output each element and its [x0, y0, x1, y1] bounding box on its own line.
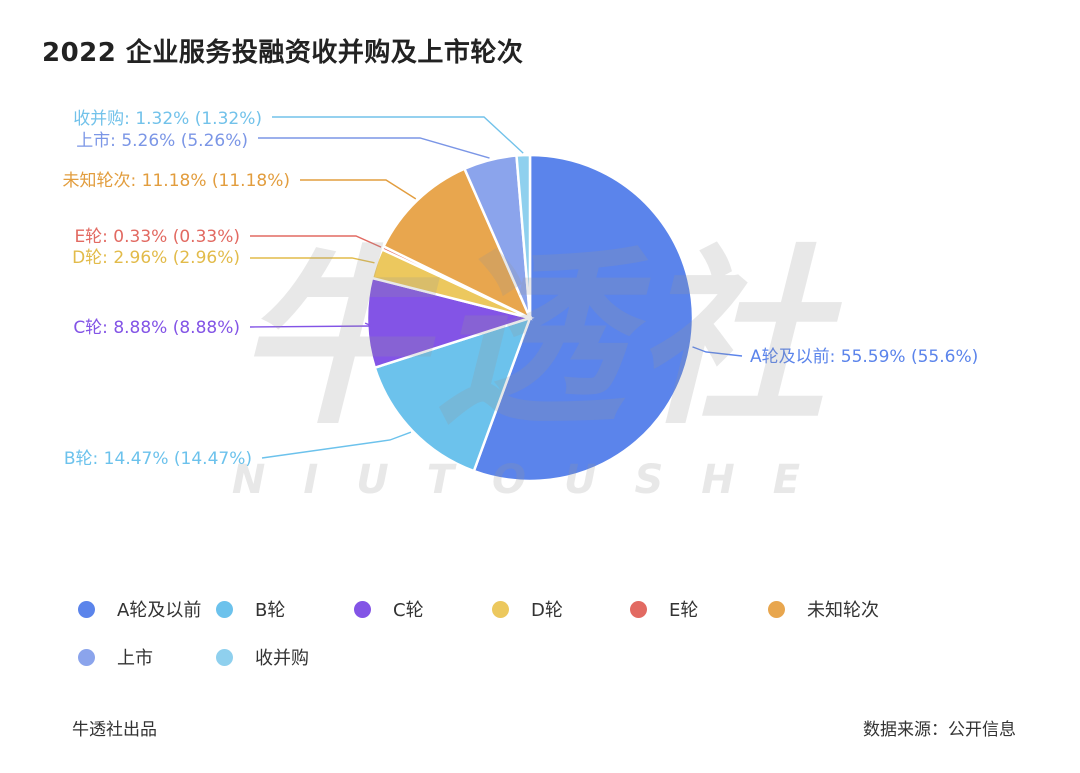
legend-label-7: 收并购: [255, 648, 309, 669]
pie-leader-line-3: [250, 257, 375, 264]
legend-swatch-5: [768, 600, 785, 618]
legend-swatch-4: [630, 600, 647, 618]
footer-source: 数据来源：公开信息: [863, 720, 1016, 740]
legend-swatch-6: [78, 648, 95, 666]
pie-slices: [365, 153, 695, 483]
pie-leader-line-5: [300, 179, 417, 200]
legend-item-4[interactable]: E轮: [630, 596, 768, 622]
legend-swatch-1: [216, 600, 233, 618]
pie-label-5: 未知轮次: 11.18% (11.18%): [63, 171, 290, 191]
legend-label-4: E轮: [669, 600, 699, 621]
pie-leader-line-7: [272, 116, 524, 154]
legend-swatch-0: [78, 600, 95, 618]
legend-label-3: D轮: [531, 600, 563, 621]
legend-row: A轮及以前 B轮 C轮 D轮 E轮 未知轮次: [78, 585, 1018, 633]
legend-item-6[interactable]: 上市: [78, 644, 216, 670]
legend-label-5: 未知轮次: [807, 600, 879, 621]
pie-label-2: C轮: 8.88% (8.88%): [73, 318, 240, 338]
legend-row: 上市 收并购: [78, 633, 1018, 681]
legend-item-7[interactable]: 收并购: [216, 644, 354, 670]
pie-leader-line-0: [692, 346, 743, 357]
legend-swatch-3: [492, 600, 509, 618]
pie-label-3: D轮: 2.96% (2.96%): [72, 248, 240, 268]
pie-label-6: 上市: 5.26% (5.26%): [76, 131, 248, 151]
pie-label-1: B轮: 14.47% (14.47%): [64, 449, 252, 469]
legend-item-2[interactable]: C轮: [354, 596, 492, 622]
legend-label-2: C轮: [393, 600, 424, 621]
legend-swatch-2: [354, 600, 371, 618]
pie-slice-7: [515, 153, 532, 319]
legend-label-0: A轮及以前: [117, 600, 202, 621]
legend-item-3[interactable]: D轮: [492, 596, 630, 622]
legend-item-5[interactable]: 未知轮次: [768, 596, 906, 622]
pie-label-4: E轮: 0.33% (0.33%): [74, 227, 240, 247]
pie-leader-lines: [249, 116, 743, 459]
legend-label-6: 上市: [117, 648, 153, 669]
pie-leader-line-2: [249, 322, 373, 328]
legend-item-1[interactable]: B轮: [216, 596, 354, 622]
pie-label-7: 收并购: 1.32% (1.32%): [73, 109, 262, 129]
pie-leader-line-4: [250, 235, 382, 248]
pie-label-0: A轮及以前: 55.59% (55.6%): [750, 347, 978, 367]
legend-label-1: B轮: [255, 600, 286, 621]
pie-leader-line-6: [258, 137, 490, 159]
pie-leader-line-1: [261, 431, 412, 459]
footer-brand: 牛透社出品: [72, 720, 157, 740]
chart-title: 2022 企业服务投融资收并购及上市轮次: [42, 38, 524, 68]
pie-slice-0: [472, 153, 695, 483]
legend: A轮及以前 B轮 C轮 D轮 E轮 未知轮次上市 收并购: [78, 585, 1018, 681]
legend-swatch-7: [216, 648, 233, 666]
pie-labels: A轮及以前: 55.59% (55.6%) B轮: 14.47% (14.47%)…: [63, 109, 979, 469]
pie-slice-5: [381, 167, 533, 321]
pie-slice-2: [365, 276, 535, 370]
legend-item-0[interactable]: A轮及以前: [78, 596, 216, 622]
